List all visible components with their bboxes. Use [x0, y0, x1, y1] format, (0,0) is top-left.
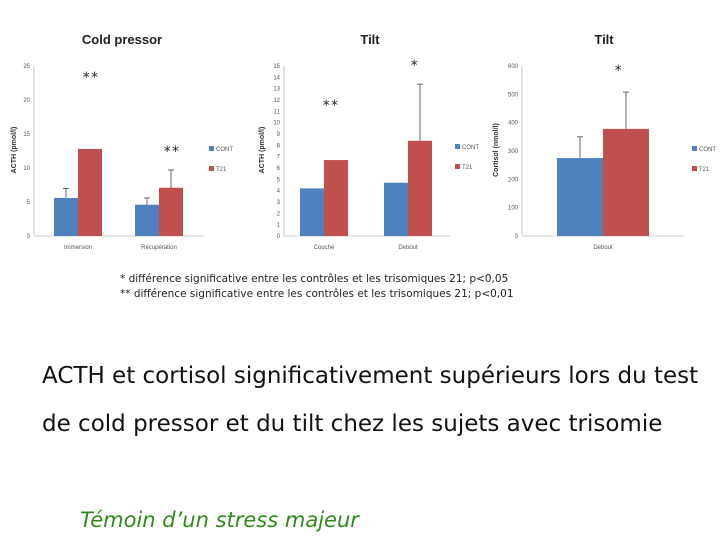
chart-3-category-label: Debout	[593, 245, 613, 251]
chart-2-bar	[300, 188, 324, 236]
conclusion-text: Témoin d’un stress majeur	[80, 508, 359, 532]
chart-1-category-label: Immersion	[64, 245, 92, 251]
chart-3-ytick-label: 600	[508, 64, 519, 70]
chart-1-bar	[159, 187, 183, 236]
chart-2-category-label: Debout	[398, 245, 418, 251]
chart-3-bar	[603, 128, 649, 236]
chart-2-legend-label-cont: CONT	[462, 145, 479, 151]
chart-3-legend-swatch-t21	[692, 166, 697, 171]
chart-2-ytick-label: 6	[277, 166, 281, 172]
chart-1-ytick-label: 10	[23, 166, 30, 172]
chart-1-legend-label-cont: CONT	[216, 147, 233, 153]
chart-2-category-label: Couché	[314, 245, 335, 251]
chart-2-ytick-label: 14	[273, 75, 280, 81]
chart-2-ytick-label: 1	[277, 223, 281, 229]
chart-2-legend-swatch-t21	[455, 164, 460, 169]
chart-1-ytick-label: 20	[23, 98, 30, 104]
chart-2-bar	[384, 182, 408, 236]
chart-3-ytick-label: 400	[508, 121, 519, 127]
chart-2-ytick-label: 3	[277, 200, 281, 206]
chart-3-legend-label-t21: T21	[699, 167, 710, 173]
chart-1-ytick-label: 25	[23, 64, 30, 70]
chart-2-ytick-label: 8	[277, 143, 281, 149]
chart-2-ytick-label: 15	[273, 64, 280, 70]
chart-3-ytick-label: 300	[508, 149, 519, 155]
chart-2-ytick-label: 11	[274, 109, 281, 115]
chart-2-ytick-label: 4	[277, 189, 281, 195]
chart-1-legend-label-t21: T21	[216, 167, 227, 173]
chart-1-legend-swatch-t21	[209, 166, 214, 171]
chart-3-legend-swatch-cont	[692, 146, 697, 151]
chart-2-legend-label-t21: T21	[462, 165, 473, 171]
chart-2-ytick-label: 10	[273, 121, 280, 127]
chart-2-bar	[408, 140, 432, 236]
chart-3-ytick-label: 500	[508, 92, 519, 98]
chart-tilt-cortisol: Tilt Cortisol (nmol/l) 0 100 200 300 400 500 6…	[493, 32, 716, 251]
chart-1-annotation-2: **	[163, 144, 180, 160]
chart-2-ylabel: ACTH (pmol/l)	[259, 127, 266, 174]
chart-1-legend: CONT T21	[209, 146, 233, 173]
chart-1-bar	[135, 204, 159, 236]
chart-1-legend-swatch-cont	[209, 146, 214, 151]
chart-tilt-acth: Tilt ACTH (pmol/l) 012345678910111213141…	[259, 32, 479, 251]
chart-3-title: Tilt	[594, 32, 614, 47]
chart-1-ytick-label: 0	[27, 234, 31, 240]
chart-2-ytick-label: 13	[273, 87, 280, 93]
chart-1-ytick-label: 5	[27, 200, 31, 206]
chart-2-ytick-label: 0	[277, 234, 281, 240]
chart-2-ytick-label: 12	[273, 98, 280, 104]
chart-1-bar	[54, 197, 78, 236]
chart-2-bar	[324, 160, 348, 236]
chart-1-title: Cold pressor	[82, 32, 162, 47]
chart-2-legend: CONT T21	[455, 144, 479, 171]
chart-3-ylabel: Cortisol (nmol/l)	[493, 123, 500, 177]
chart-1-ylabel: ACTH (pmol/l)	[11, 127, 18, 174]
chart-2-legend-swatch-cont	[455, 144, 460, 149]
chart-2-annotation-1: **	[322, 98, 339, 114]
chart-2-title: Tilt	[360, 32, 380, 47]
chart-2-ytick-label: 9	[277, 132, 281, 138]
note-p005: * différence significative entre les con…	[120, 273, 509, 285]
chart-3-legend-label-cont: CONT	[699, 147, 716, 153]
chart-3-legend: CONT T21	[692, 146, 716, 173]
summary-text: ACTH et cortisol significativement supér…	[42, 363, 699, 437]
chart-3-annotation-1: *	[614, 63, 622, 79]
chart-2-ytick-label: 7	[277, 155, 281, 161]
chart-3-ytick-label: 200	[508, 177, 519, 183]
chart-cold-pressor: Cold pressor ACTH (pmol/l) 0 5 10 15 20 25 Im…	[11, 32, 233, 251]
chart-2-ytick-label: 2	[277, 211, 281, 217]
chart-2-annotation-2: *	[410, 58, 418, 74]
chart-1-category-label: Récupération	[141, 245, 177, 251]
chart-3-ytick-label: 0	[515, 234, 519, 240]
significance-notes: * différence significative entre les con…	[120, 272, 514, 302]
chart-3-ytick-label: 100	[508, 206, 519, 212]
note-p001: ** différence significative entre les co…	[120, 288, 514, 300]
chart-1-bar	[78, 148, 102, 236]
chart-3-bar	[557, 158, 603, 236]
chart-1-annotation-1: **	[82, 70, 99, 86]
chart-2-ytick-label: 5	[277, 177, 281, 183]
chart-1-ytick-label: 15	[23, 132, 30, 138]
